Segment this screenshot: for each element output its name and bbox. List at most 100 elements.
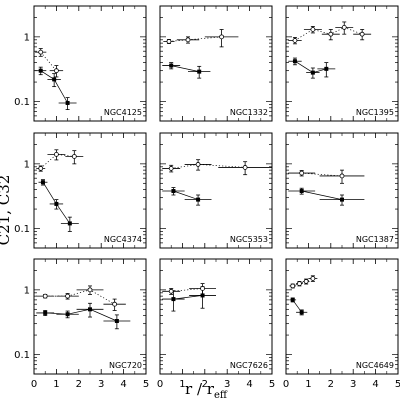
data-point [43,310,48,315]
x-tick-label: 4 [372,379,378,390]
data-point [169,63,174,68]
data-point [52,77,57,82]
data-point [65,293,70,299]
data-point [297,281,302,286]
panel-frame [33,132,147,249]
data-point [42,293,48,299]
galaxy-label: NGC1332 [230,108,268,117]
x-tick-label: 1 [53,379,59,390]
y-tick-label: 0.1 [14,350,30,361]
series-line [294,60,327,73]
series-c32 [288,169,365,184]
x-tick-label: 5 [143,379,149,390]
data-point [71,154,77,159]
data-point [310,70,315,75]
x-axis-title-sub: eff [214,390,228,401]
x-tick-label: 0 [157,379,163,390]
data-point [197,69,202,74]
data-point [200,293,205,298]
data-point [299,310,304,315]
panel-ngc1387: NGC1387 [285,132,399,249]
data-point [171,297,176,302]
x-tick-label: 0 [31,379,37,390]
series-line [173,295,203,300]
series-line [171,288,203,292]
panel-frame [159,132,273,249]
data-point [166,39,172,44]
series-c21 [35,66,77,111]
data-point [310,27,316,32]
series-line [45,308,118,322]
series-line [301,172,343,177]
data-point [40,180,45,185]
series-line [168,36,222,42]
data-point [292,38,298,43]
galaxy-label: NGC4374 [104,235,142,244]
series-c32 [162,283,216,295]
series-c21 [162,62,211,79]
data-point [200,286,205,291]
data-point [195,162,201,167]
y-axis-title: C21, C32 [0,175,13,246]
series-line [40,51,57,71]
panel-ngc1395: NGC1395 [285,5,399,122]
data-point [114,318,119,323]
data-point [196,197,201,202]
series-c32 [289,275,318,289]
series-c21 [36,302,131,330]
series-c21 [288,187,365,206]
x-axis-title-main: r / r [185,380,215,398]
data-point [292,59,297,64]
x-tick-label: 2 [76,379,82,390]
x-tick-label: 5 [395,379,400,390]
data-point [54,68,59,74]
data-point [359,31,365,37]
panel-grid: 0.1 1 NGC4125 NGC1332 NGC1395 0.1 1 NGC4374 NGC5… [14,5,400,390]
x-tick-label: 2 [328,379,334,390]
data-point [168,166,174,171]
series-line [45,289,115,305]
x-tick-label: 4 [120,379,126,390]
data-point [171,189,176,194]
y-tick-label: 1 [24,32,30,43]
x-tick-label: 1 [305,379,311,390]
y-tick-label: 1 [24,159,30,170]
data-point [38,49,44,55]
data-point [67,221,72,226]
x-tick-label: 0 [283,379,289,390]
galaxy-label: NGC1395 [356,108,394,117]
galaxy-label: NGC4125 [104,108,142,117]
galaxy-label: NGC7626 [230,361,268,370]
x-tick-label: 2 [202,379,208,390]
y-tick-label: 1 [24,285,30,296]
data-point [219,34,225,40]
x-tick-label: 3 [350,379,356,390]
data-point [112,301,118,307]
series-line [292,278,314,287]
y-tick-label: 0.1 [14,224,30,235]
data-point [340,197,344,202]
panel-ngc4125: 0.1 1 NGC4125 [14,5,147,122]
panel-frame [159,258,273,375]
data-point [324,66,329,71]
series-c32 [36,149,84,172]
series-c32 [36,285,126,311]
panel-frame [285,5,399,122]
series-c32 [163,29,239,48]
panel-frame [285,258,399,375]
data-point [88,307,92,312]
data-point [38,166,44,171]
galaxy-label: NGC720 [109,361,142,370]
x-axis-title: r / reff [185,380,228,401]
series-line [301,190,343,200]
series-c21 [162,187,212,206]
series-line [40,154,75,169]
data-point [310,276,316,281]
series-line [171,164,246,169]
series-line [171,65,200,72]
series-c32 [35,48,64,78]
data-point [168,288,174,294]
